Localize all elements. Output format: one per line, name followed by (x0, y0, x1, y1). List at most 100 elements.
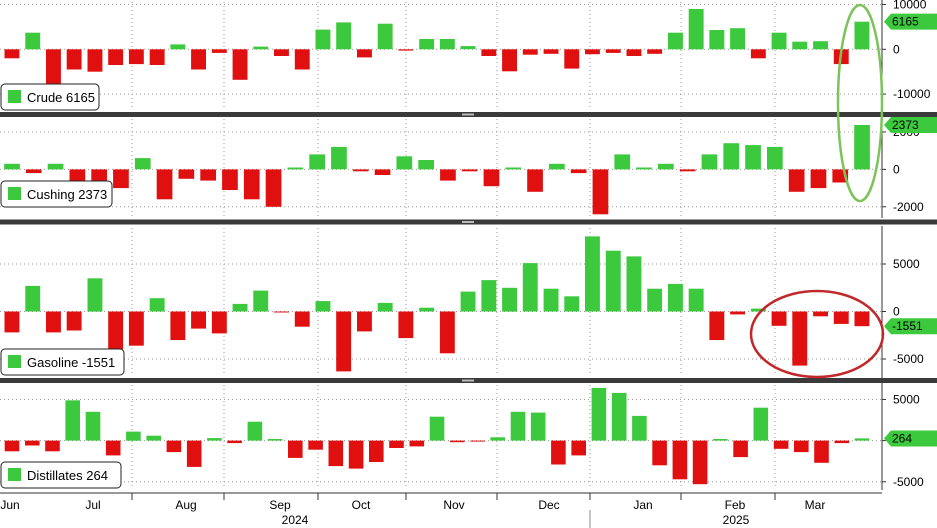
x-month-label: Oct (352, 498, 371, 512)
bar (253, 290, 269, 312)
bar (460, 291, 476, 312)
bar (149, 49, 165, 65)
green-square-icon (8, 90, 21, 103)
bar (647, 288, 663, 312)
bar (605, 49, 621, 53)
bar (636, 167, 652, 170)
x-month-label: Mar (805, 498, 826, 512)
bar (854, 125, 870, 170)
bar (357, 311, 372, 332)
bar (222, 169, 238, 190)
bar (25, 440, 40, 446)
splitter-grip-icon (462, 113, 474, 116)
legend-distillates: Distillates 264 (27, 468, 108, 483)
bar (571, 440, 586, 456)
x-month-label: Jan (633, 498, 652, 512)
bar (439, 39, 455, 50)
bar (156, 169, 173, 200)
bar (688, 9, 704, 50)
y-tick-label: -5000 (893, 475, 924, 489)
bar (211, 49, 227, 53)
panel-distillates: Distillates 264 (0, 461, 122, 489)
bar (377, 23, 393, 50)
bar (398, 49, 414, 51)
legend-box (0, 83, 100, 111)
bar (592, 169, 609, 215)
bar (668, 32, 683, 50)
bar (336, 22, 352, 50)
bar (730, 28, 745, 50)
bar (87, 278, 103, 312)
bar (309, 154, 325, 170)
bar (4, 163, 20, 170)
bar (396, 156, 413, 170)
bar (481, 280, 497, 312)
bar (134, 158, 151, 170)
bar (146, 435, 161, 441)
bar (543, 288, 559, 312)
y-tick-label: 5000 (893, 257, 920, 271)
splitter-grip-icon (462, 221, 474, 223)
bar (369, 440, 384, 462)
bar (611, 392, 627, 441)
bar (308, 440, 323, 450)
panel-cushing: Cushing 2373 (0, 180, 113, 208)
bar (723, 143, 740, 170)
bar (771, 311, 787, 326)
legend-gasoline: Gasoline -1551 (27, 355, 115, 370)
bar (688, 288, 704, 312)
x-month-label: Dec (538, 498, 559, 512)
bar (4, 440, 20, 452)
bar (232, 49, 248, 80)
bar (450, 440, 465, 443)
last-value-label: 6165 (892, 15, 919, 29)
bar (709, 30, 725, 50)
panel-crude: Crude 6165 (0, 83, 100, 111)
bar (709, 311, 725, 340)
bar (668, 283, 683, 312)
last-value-tag (884, 430, 937, 447)
bar (522, 49, 538, 55)
bar (328, 440, 344, 467)
bar (564, 296, 580, 312)
bar (810, 169, 827, 189)
y-tick-label: 5000 (893, 392, 920, 406)
bar (348, 440, 364, 469)
bar (543, 49, 559, 54)
bar (713, 439, 728, 441)
bar (336, 311, 352, 372)
grid-layer (131, 2, 776, 488)
bar (227, 440, 242, 444)
bar (274, 49, 289, 56)
bar (679, 169, 696, 172)
bar (626, 256, 642, 312)
bar (207, 438, 222, 441)
bar (274, 311, 289, 313)
bar (510, 411, 526, 441)
bar (439, 311, 455, 354)
last-value-label: 264 (892, 431, 912, 445)
bar (730, 311, 745, 315)
bar (692, 440, 708, 485)
bar (429, 416, 445, 441)
bar (25, 285, 41, 312)
bar (530, 412, 546, 441)
legend-box (0, 461, 122, 489)
bar (288, 440, 303, 458)
bar (178, 169, 195, 179)
x-month-label: Jul (85, 498, 100, 512)
bar (128, 49, 144, 65)
bar (4, 311, 20, 333)
bar (374, 169, 391, 175)
legend-box (0, 180, 113, 208)
highlight-circle-red (749, 289, 885, 379)
bar (672, 440, 688, 480)
bar (788, 169, 805, 192)
bar (481, 49, 497, 56)
y-tick-label: -5000 (893, 352, 924, 366)
bar (170, 44, 186, 50)
bar (191, 49, 206, 70)
bar (773, 440, 789, 449)
bar (398, 311, 414, 339)
